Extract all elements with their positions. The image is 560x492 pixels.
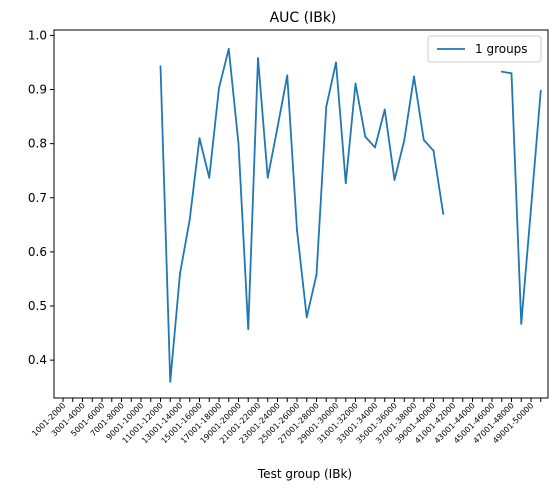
data-point (354, 82, 357, 85)
data-point (198, 137, 201, 140)
data-point (344, 182, 347, 185)
data-point (247, 328, 250, 331)
data-point (315, 273, 318, 276)
data-point (325, 105, 328, 108)
data-point (257, 57, 259, 60)
y-tick-label: 0.5 (28, 299, 47, 313)
data-point (305, 316, 308, 319)
data-point (276, 126, 279, 129)
series-line (501, 70, 542, 325)
data-point (432, 149, 435, 152)
y-tick-label: 0.4 (28, 353, 47, 367)
data-point (188, 218, 191, 221)
data-point (159, 65, 162, 68)
data-point (237, 142, 240, 145)
data-point (266, 176, 269, 179)
y-tick-label: 0.6 (28, 245, 47, 259)
data-point (422, 138, 425, 141)
data-point (227, 48, 230, 50)
data-point (179, 272, 181, 275)
data-point (218, 87, 220, 89)
y-tick-label: 0.9 (28, 83, 47, 97)
series-line (159, 48, 445, 383)
data-point (296, 229, 298, 232)
legend-box (427, 35, 542, 63)
chart-title: AUC (IBk) (270, 10, 337, 26)
x-axis: 1001-20003001-40005001-60007001-80009001… (30, 398, 542, 445)
y-axis: 0.4 0.5 0.6 0.7 0.8 0.9 1.0 (28, 28, 54, 367)
data-point (374, 146, 376, 149)
data-point (393, 179, 396, 181)
data-point (539, 89, 542, 92)
data-point (286, 74, 289, 77)
data-point (413, 75, 415, 78)
y-tick-label: 0.8 (28, 137, 47, 151)
data-point (510, 72, 513, 75)
data-point (403, 139, 406, 142)
y-tick-label: 1.0 (28, 28, 47, 42)
data-point (442, 213, 445, 215)
legend: 1 groups (427, 35, 542, 63)
legend-entry: 1 groups (475, 42, 528, 56)
data-point (335, 61, 337, 64)
data-point (530, 207, 532, 210)
data-point (520, 322, 523, 325)
x-axis-label: Test group (IBk) (257, 467, 352, 481)
plot-area (159, 48, 542, 383)
data-point (208, 176, 211, 179)
data-point (364, 135, 367, 138)
data-point (169, 380, 172, 383)
data-point (383, 108, 386, 111)
data-point (500, 70, 503, 73)
plot-frame (53, 29, 549, 399)
y-tick-label: 0.7 (28, 191, 47, 205)
